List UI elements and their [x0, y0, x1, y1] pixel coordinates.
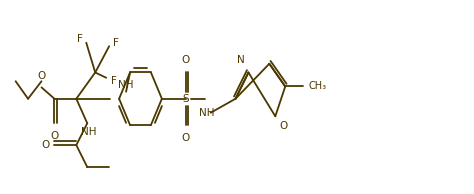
- Text: O: O: [182, 133, 190, 143]
- Text: NH: NH: [118, 80, 134, 90]
- Text: N: N: [237, 55, 245, 66]
- Text: O: O: [50, 131, 59, 141]
- Text: S: S: [182, 94, 189, 104]
- Text: O: O: [37, 71, 46, 81]
- Text: F: F: [77, 34, 83, 44]
- Text: O: O: [42, 140, 50, 150]
- Text: O: O: [182, 55, 190, 65]
- Text: O: O: [279, 121, 288, 131]
- Text: NH: NH: [199, 107, 214, 118]
- Text: NH: NH: [81, 127, 96, 137]
- Text: CH₃: CH₃: [308, 81, 326, 92]
- Text: F: F: [113, 38, 118, 48]
- Text: F: F: [111, 76, 117, 86]
